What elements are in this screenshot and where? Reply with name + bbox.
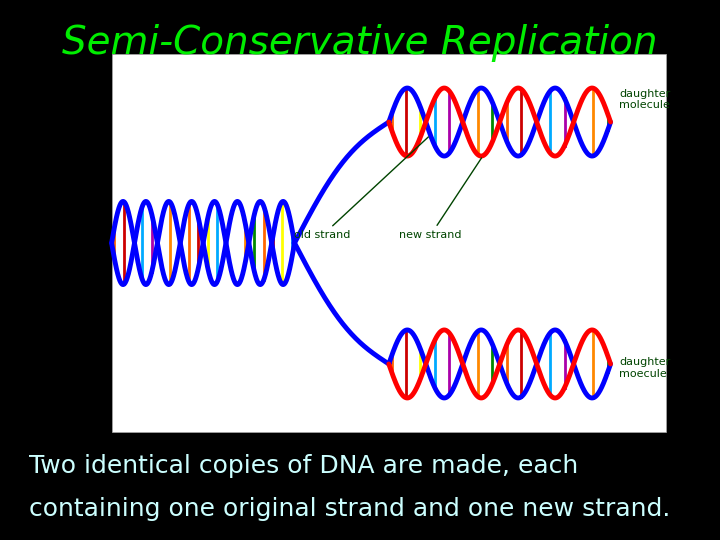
Text: Semi-Conservative Replication: Semi-Conservative Replication [62, 24, 658, 62]
Text: Two identical copies of DNA are made, each: Two identical copies of DNA are made, ea… [29, 454, 578, 477]
Text: containing one original strand and one new strand.: containing one original strand and one n… [29, 497, 670, 521]
Text: old strand: old strand [294, 137, 428, 240]
Text: daughter
moеcule: daughter moеcule [619, 357, 670, 379]
Text: daughter
molecule: daughter molecule [619, 89, 670, 110]
FancyBboxPatch shape [112, 54, 666, 432]
Text: new strand: new strand [399, 158, 482, 240]
